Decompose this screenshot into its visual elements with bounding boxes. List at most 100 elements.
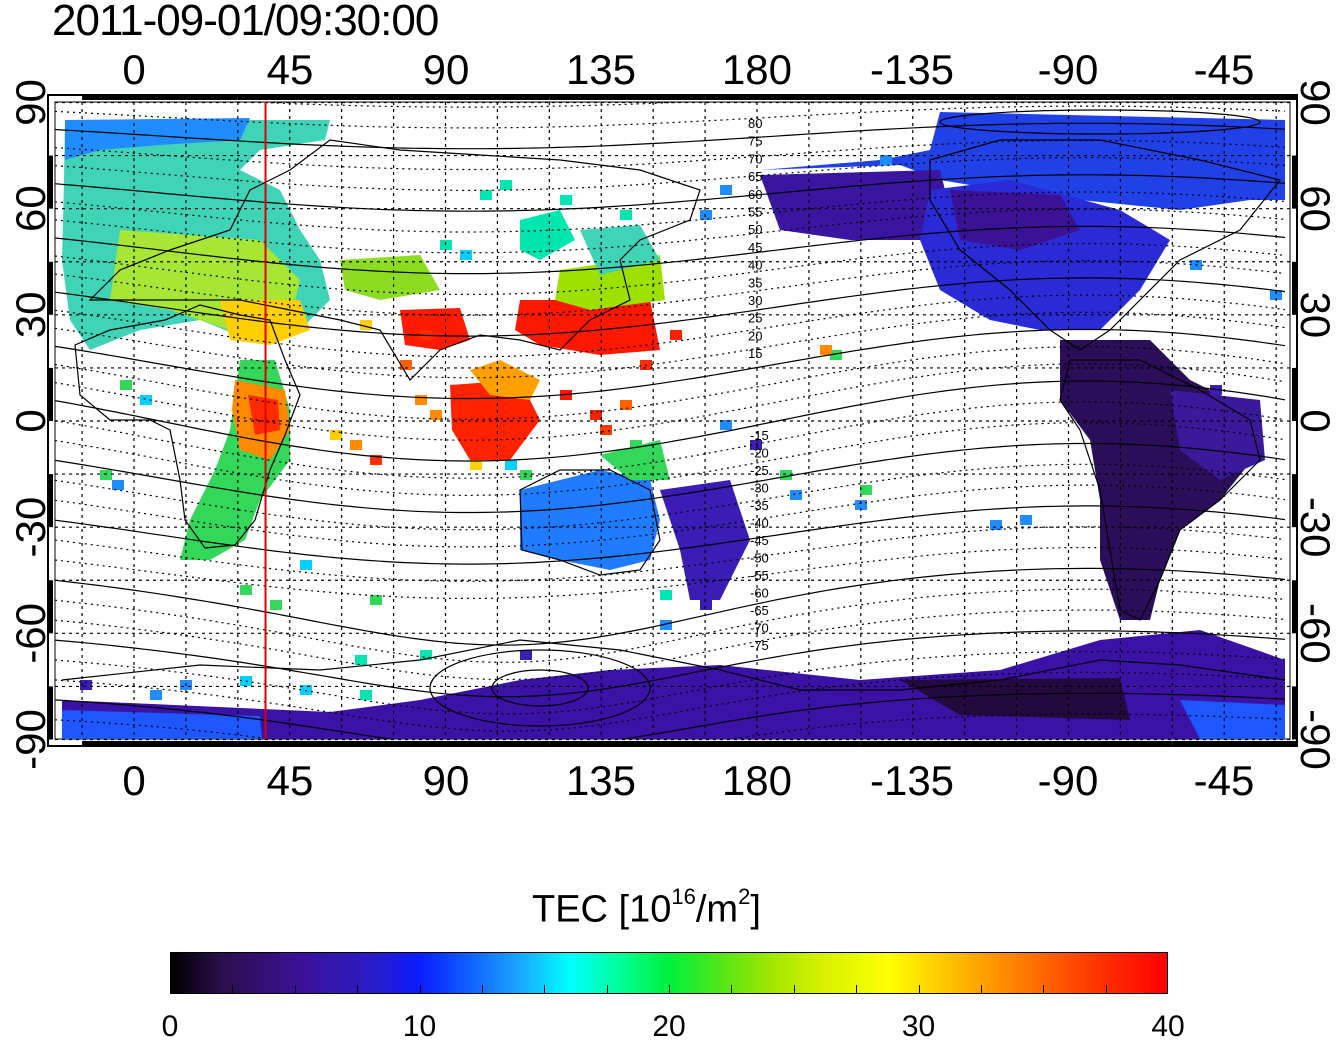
magnetic-contour	[55, 671, 1286, 732]
colorbar-tick-label: 30	[901, 1010, 936, 1043]
tec-data-patch	[520, 470, 532, 480]
tec-data-patch	[750, 440, 762, 450]
tec-data-patch	[355, 655, 367, 665]
tec-data-patch	[360, 690, 372, 700]
frame-scale-segment	[860, 94, 1017, 100]
top-longitude-label: -90	[1038, 46, 1099, 93]
top-longitude-label: 180	[722, 46, 792, 93]
frame-scale-segment	[1016, 741, 1173, 747]
frame-scale-segment	[47, 155, 53, 209]
frame-scale-segment	[1292, 686, 1298, 740]
bottom-longitude-axis: 0 45 90 135 180 -135 -90 -45	[122, 757, 1254, 804]
contour-label: -50	[750, 551, 769, 566]
magnetic-contour	[55, 328, 1286, 400]
frame-scale-segment	[393, 94, 550, 100]
tec-data-patch	[370, 455, 382, 465]
magnetic-contour	[55, 191, 1286, 233]
colorbar-tick-label: 20	[652, 1010, 686, 1043]
right-latitude-label: 90	[1292, 79, 1339, 126]
magnetic-contour	[55, 311, 1286, 379]
tec-data-patch	[100, 470, 112, 480]
frame-scale-segment	[1016, 94, 1173, 100]
bottom-longitude-label: -90	[1038, 757, 1099, 804]
tec-data-patch	[415, 395, 427, 405]
right-latitude-axis: 90 60 30 0 -30 -60 -90	[1292, 79, 1339, 770]
coastlines	[61, 139, 1286, 691]
tec-data-patch	[630, 440, 642, 450]
frame-scale-segment	[47, 474, 53, 528]
tec-region-indochina	[470, 360, 540, 400]
south-pole-contour	[429, 649, 651, 727]
top-longitude-label: 0	[122, 46, 145, 93]
colorbar-minor-tick	[294, 985, 296, 994]
contour-label: 15	[748, 346, 762, 361]
tec-region-nz-pacific	[660, 480, 750, 600]
tec-region-north-america-arctic	[760, 112, 1285, 210]
tec-data-patch	[820, 345, 832, 355]
frame-scale-segment	[1292, 474, 1298, 528]
frame-scale-segment	[237, 94, 394, 100]
magnetic-contour	[55, 122, 1286, 150]
contour-label: 30	[748, 293, 762, 308]
tec-data-patch	[620, 210, 632, 220]
colorbar-minor-tick	[419, 985, 421, 994]
contour-label: -35	[750, 498, 769, 513]
contour-label: 35	[748, 275, 762, 290]
top-longitude-axis: 0 45 90 135 180 -135 -90 -45	[122, 46, 1254, 93]
frame-scale-segment	[1292, 155, 1298, 209]
tec-region-australia	[520, 470, 660, 570]
bottom-longitude-label: -45	[1194, 757, 1255, 804]
coastline-south-america	[1059, 359, 1261, 621]
tec-data-patch	[780, 470, 792, 480]
frame-scale-bars	[47, 94, 1298, 747]
right-latitude-label: 60	[1292, 185, 1339, 232]
south-pole-contour	[491, 669, 589, 707]
colorbar-minor-tick	[793, 985, 795, 994]
magnetic-latitude-contours	[55, 102, 1286, 739]
contour-label: 55	[748, 205, 762, 220]
magnetic-contour	[55, 713, 1286, 739]
tec-region-new-guinea	[600, 440, 670, 480]
colorbar-minor-tick	[1105, 985, 1107, 994]
tec-region-antarctica-east	[1180, 700, 1285, 739]
colorbar-minor-tick	[606, 985, 608, 994]
tec-region-china	[515, 300, 660, 355]
tec-region-siberia	[520, 210, 575, 260]
top-longitude-label: -135	[870, 46, 954, 93]
magnetic-contour	[55, 692, 1286, 739]
frame-scale-segment	[82, 741, 238, 747]
magnetic-contour	[234, 102, 703, 108]
tec-data-layer	[62, 112, 1285, 739]
tec-data-patch	[112, 480, 124, 490]
tec-data-patch	[560, 195, 572, 205]
tec-data-patch	[420, 650, 432, 660]
frame-scale-segment	[1292, 580, 1298, 634]
frame-scale-segment	[1292, 261, 1298, 315]
tec-data-patch	[270, 600, 282, 610]
contour-label: 80	[748, 116, 762, 131]
map-title: 2011-09-01/09:30:00	[52, 0, 439, 45]
contour-label: -40	[750, 516, 769, 531]
contour-labels: 80 75 70 65 60 55 50 45 40 35 30 25 20 15 -15 -20 -25 -30…	[748, 116, 769, 653]
frame-scale-segment	[860, 741, 1017, 747]
magnetic-contour	[55, 294, 1286, 358]
tec-data-patch	[1270, 290, 1282, 300]
tec-data-patch	[500, 180, 512, 190]
magnetic-contour	[55, 442, 1286, 514]
tec-data-patch	[240, 585, 252, 595]
top-longitude-label: 45	[267, 46, 314, 93]
tec-data-patch	[990, 520, 1002, 530]
bottom-longitude-label: 180	[722, 757, 792, 804]
bottom-longitude-label: -135	[870, 757, 954, 804]
tec-data-patch	[80, 680, 92, 690]
tec-data-patch	[470, 460, 482, 470]
magnetic-contour	[55, 630, 1286, 698]
top-longitude-label: 135	[566, 46, 636, 93]
contour-label: -45	[750, 533, 769, 548]
colorbar-minor-tick	[731, 985, 733, 994]
colorbar-minor-tick	[669, 985, 670, 994]
tec-data-patch	[1020, 515, 1032, 525]
colorbar-tick-label: 40	[1151, 1010, 1185, 1043]
magnetic-contour	[55, 156, 1286, 191]
